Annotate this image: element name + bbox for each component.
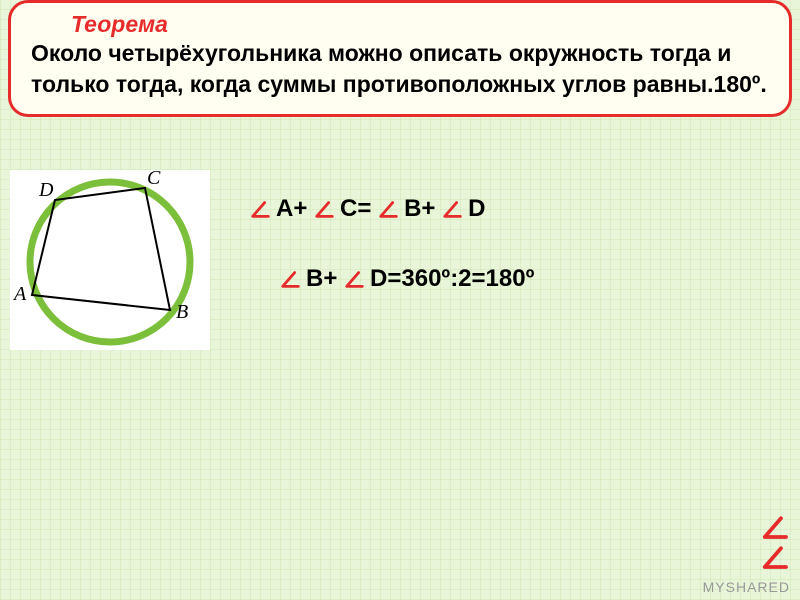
equation-1: A+ C= B+ D [250,195,492,223]
corner-angle-icons [761,512,795,572]
angle-icon [761,542,791,572]
figure-svg: A B C D [10,170,210,350]
angle-icon [250,198,272,220]
equation-text: A+ [276,195,307,223]
angle-icon [314,198,336,220]
svg-text:D: D [38,179,54,201]
theorem-box: Теорема Около четырёхугольника можно опи… [8,0,792,117]
angle-icon [344,268,366,290]
angle-icon [280,268,302,290]
angle-icon [378,198,400,220]
svg-text:A: A [12,283,27,305]
equation-text: B+ [404,195,435,223]
theorem-text: Около четырёхугольника можно описать окр… [31,38,769,100]
svg-text:C: C [147,170,161,189]
watermark: MYSHARED [703,579,790,595]
figure-circumscribed-quadrilateral: A B C D [10,170,210,350]
equation-text: B+ [306,265,337,293]
equation-text: C= [340,195,371,223]
angle-icon [442,198,464,220]
angle-icon [761,512,791,542]
equation-text: D=360º:2=180º [370,265,534,293]
equation-text: D [468,195,485,223]
svg-text:B: B [176,301,188,323]
equation-2: B+ D=360º:2=180º [280,265,534,293]
theorem-title: Теорема [71,11,769,38]
